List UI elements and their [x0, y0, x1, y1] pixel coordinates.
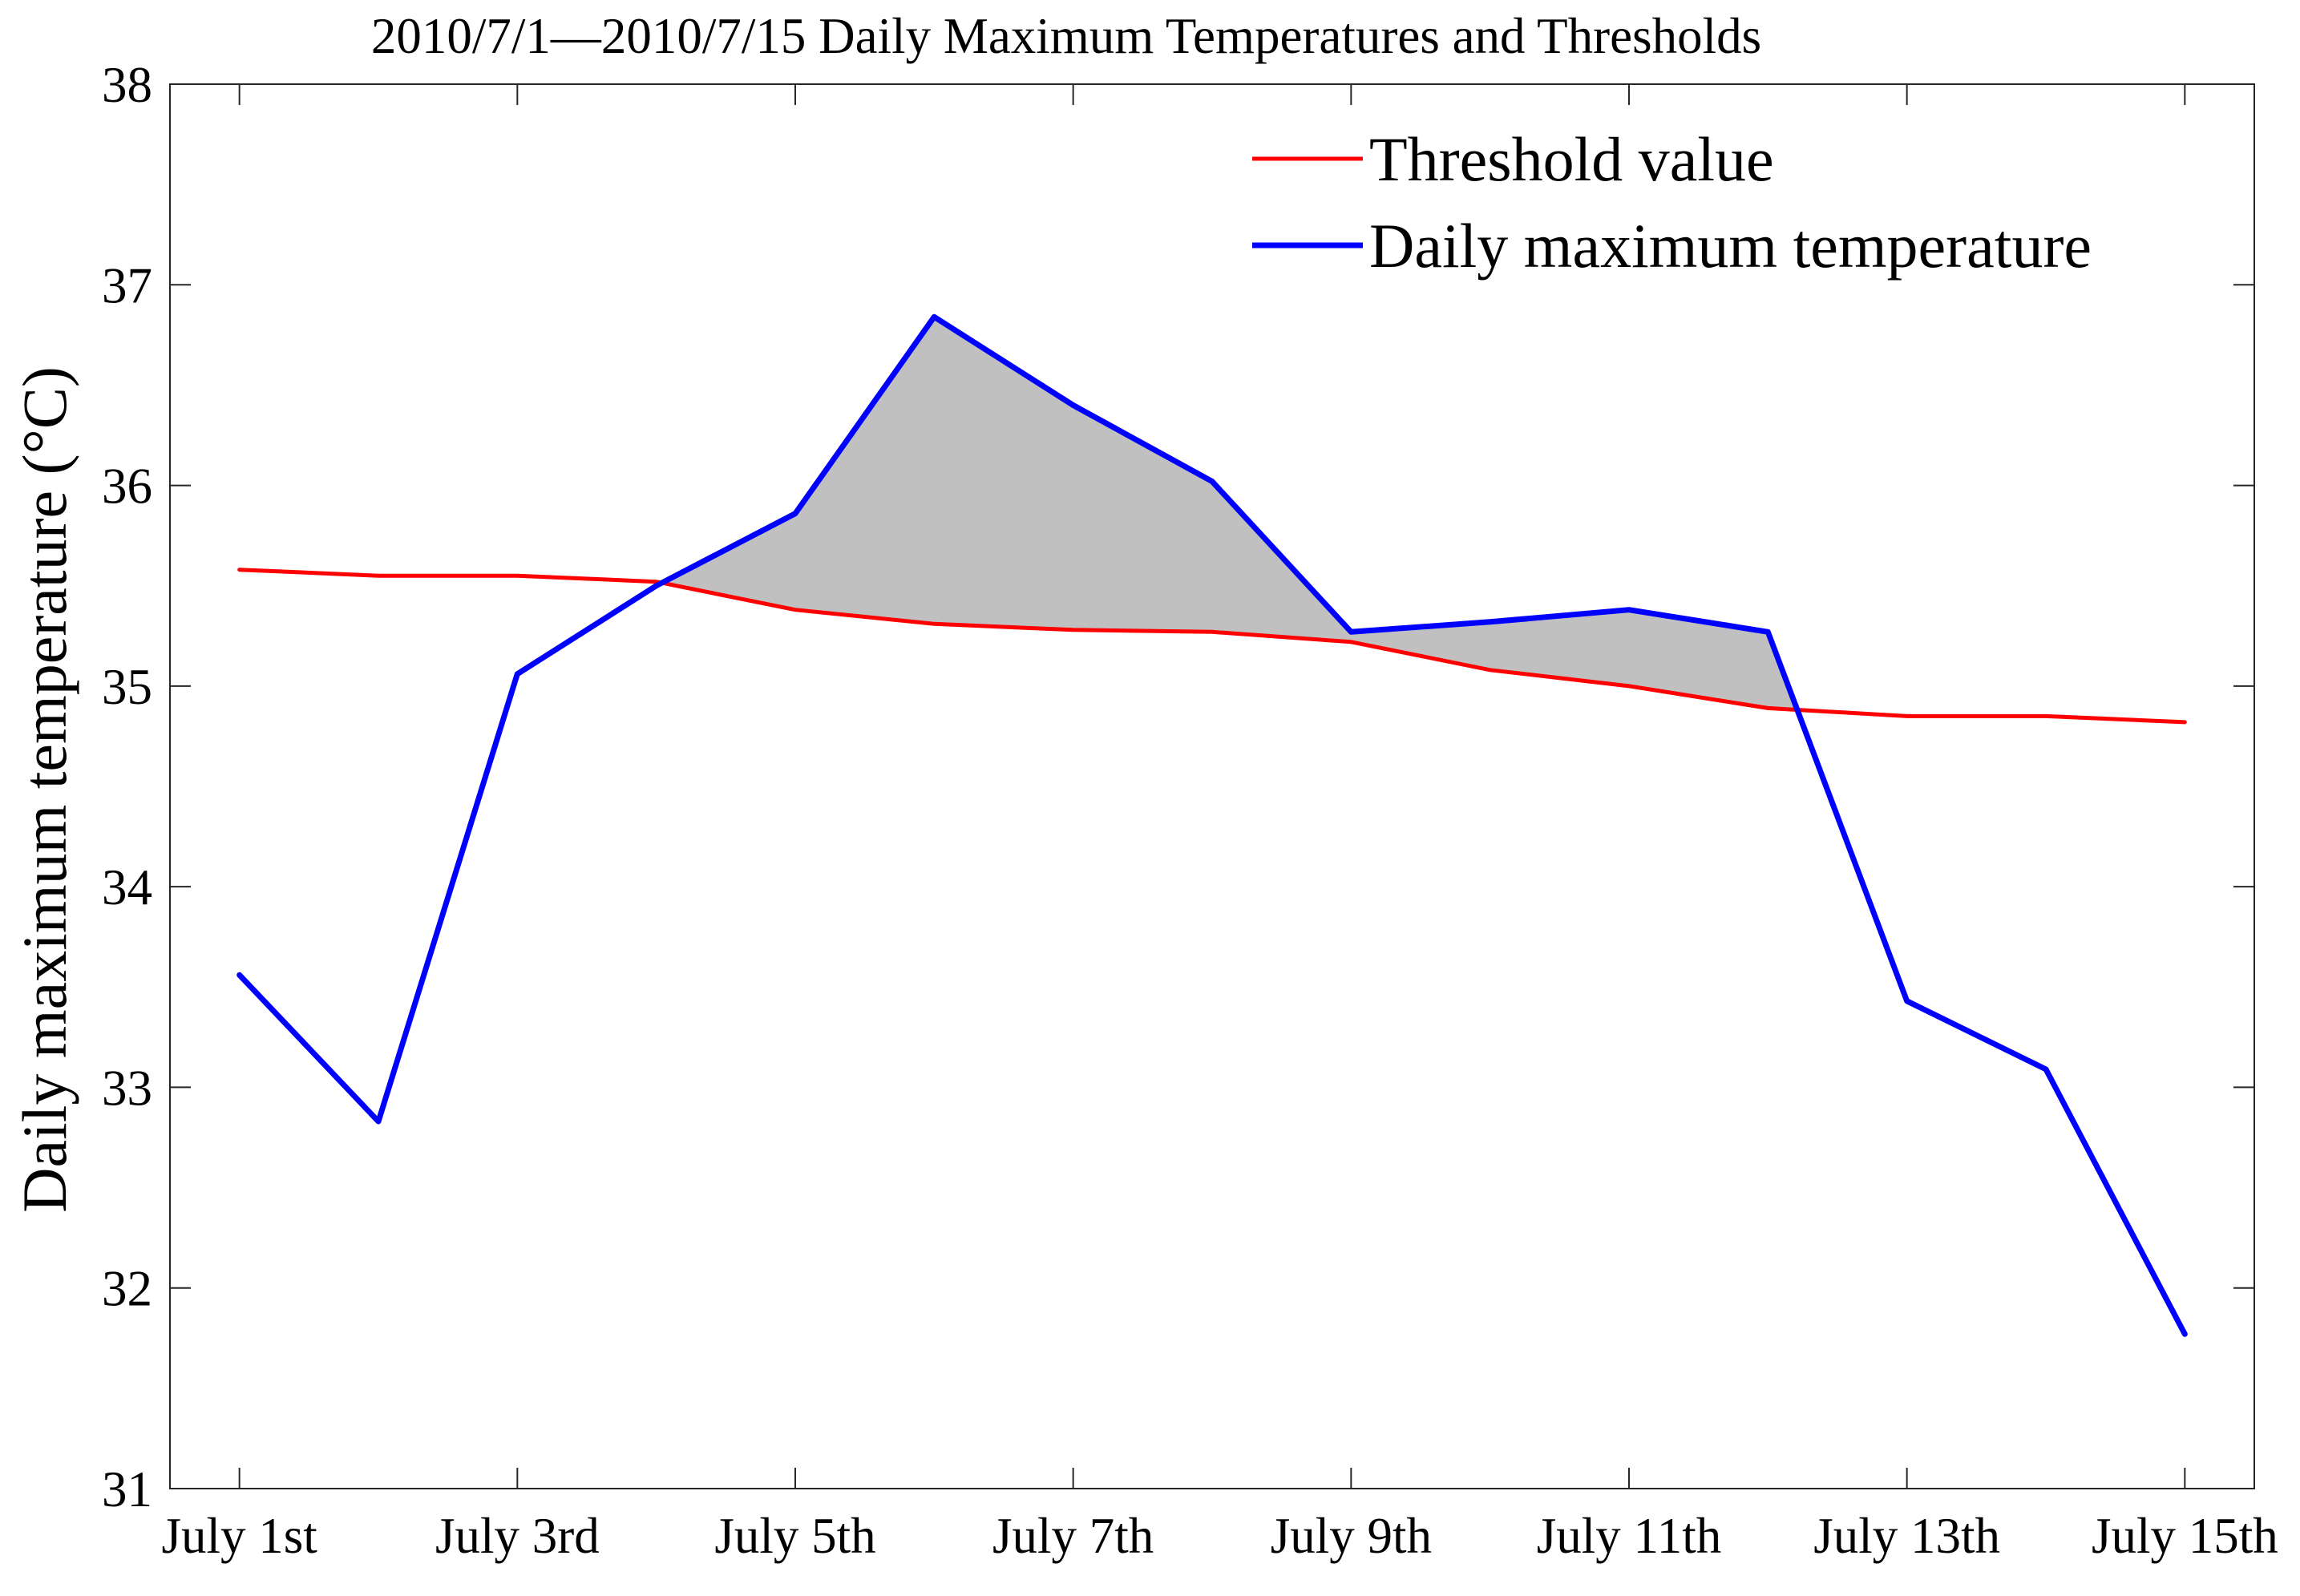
- series-lines-layer: [236, 313, 2188, 1337]
- x-tick-label: July 7th: [992, 1508, 1154, 1564]
- daily-max-temperature-line: [236, 313, 2188, 1337]
- y-tick-label: 36: [102, 459, 152, 515]
- exceedance-area-1: [661, 317, 1797, 710]
- y-tick-label: 32: [102, 1261, 152, 1317]
- x-tick-label: July 15th: [2092, 1508, 2278, 1564]
- x-tick-label: July 9th: [1271, 1508, 1432, 1564]
- x-tick-label: July 11th: [1537, 1508, 1721, 1564]
- exceedance-fill-layer: [661, 317, 1797, 710]
- axes-layer: 31 32 33 34 35 36 37 38 July 1st July 3rd July 5th…: [102, 57, 2278, 1564]
- y-tick-label: 33: [102, 1060, 152, 1116]
- legend-item-daily-max-temperature-label: Daily maximum temperature: [1369, 211, 2092, 281]
- y-tick-label: 34: [102, 859, 152, 915]
- x-tick-label: July 3rd: [435, 1508, 600, 1564]
- y-tick-label: 31: [102, 1461, 152, 1517]
- legend-item-threshold-label: Threshold value: [1369, 124, 1774, 194]
- y-tick-label: 37: [102, 257, 152, 313]
- chart-title: 2010/7/1—2010/7/15 Daily Maximum Tempera…: [371, 8, 1761, 64]
- x-tick-label: July 5th: [714, 1508, 875, 1564]
- y-tick-label: 38: [102, 57, 152, 113]
- y-tick-label: 35: [102, 659, 152, 715]
- y-axis-label: Daily maximum temperature (°C): [10, 366, 79, 1213]
- x-tick-label: July 1st: [162, 1508, 318, 1564]
- plot-area-frame: [169, 83, 2255, 1489]
- legend: Threshold value Daily maximum temperature: [1252, 124, 2092, 281]
- threshold-line: [237, 568, 2187, 725]
- x-tick-label: July 13th: [1813, 1508, 2000, 1564]
